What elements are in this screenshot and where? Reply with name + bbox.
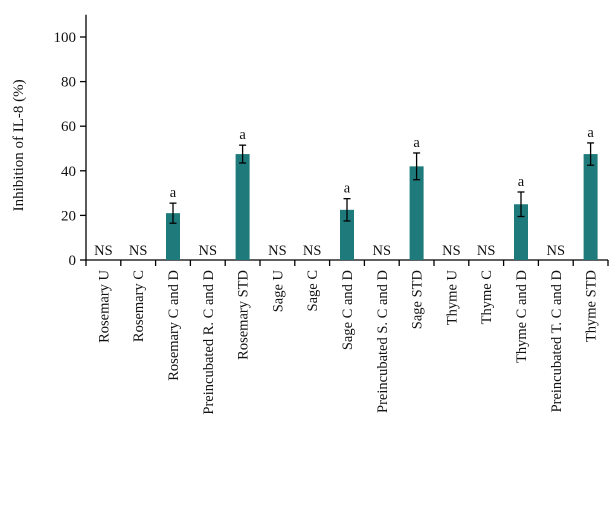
bar (340, 209, 354, 260)
x-tick-label: Sage C and D (340, 270, 356, 350)
significance-label: a (239, 127, 246, 143)
x-tick-label: Preincubated R. C and D (201, 270, 217, 415)
significance-label: a (344, 181, 351, 197)
y-axis: 0 20 40 60 80 100 (54, 14, 87, 269)
significance-label: a (518, 174, 525, 190)
x-tick-label: Rosemary STD (236, 270, 252, 360)
x-tick-label: Thyme C and D (514, 270, 530, 363)
x-axis: Rosemary U Rosemary C Rosemary C and D Prei… (85, 259, 609, 415)
x-tick-label: Sage STD (410, 270, 426, 329)
y-tick-label: 40 (61, 164, 76, 180)
x-tick-label: Rosemary C (131, 270, 147, 342)
bar (166, 213, 180, 260)
ns-label: NS (199, 243, 218, 259)
ns-label: NS (94, 243, 113, 259)
y-tick-label: 0 (69, 253, 77, 269)
x-tick-label: Sage C (305, 270, 321, 311)
x-tick-label: Thyme STD (584, 270, 600, 342)
ns-label: NS (547, 243, 566, 259)
significance-label: a (170, 185, 177, 201)
annotations: NS NS a NS a NS NS a NS a NS NS a NS a (94, 125, 594, 259)
x-tick-label: Thyme C (479, 270, 495, 324)
ns-label: NS (442, 243, 461, 259)
y-tick-label: 80 (61, 75, 76, 91)
y-tick-label: 100 (54, 30, 77, 46)
significance-label: a (413, 135, 420, 151)
ns-label: NS (477, 243, 496, 259)
y-tick-label: 60 (61, 119, 76, 135)
bar (514, 204, 528, 260)
ns-label: NS (303, 243, 322, 259)
ns-label: NS (268, 243, 287, 259)
bar (409, 166, 424, 260)
x-tick-label: Rosemary C and D (166, 270, 182, 381)
bars (166, 142, 598, 260)
x-tick-label: Preincubated T. C and D (549, 270, 565, 412)
ns-label: NS (129, 243, 148, 259)
y-axis-title: Inhibition of IL-8 (%) (11, 79, 27, 211)
x-tick-label: Thyme U (444, 269, 460, 325)
x-tick-label: Preincubated S. C and D (375, 270, 391, 413)
bar (583, 154, 598, 260)
ns-label: NS (373, 243, 392, 259)
bar (235, 154, 250, 260)
x-tick-label: Sage U (270, 269, 286, 312)
x-tick-label: Rosemary U (96, 269, 112, 342)
y-tick-label: 20 (61, 208, 76, 224)
significance-label: a (587, 125, 594, 141)
